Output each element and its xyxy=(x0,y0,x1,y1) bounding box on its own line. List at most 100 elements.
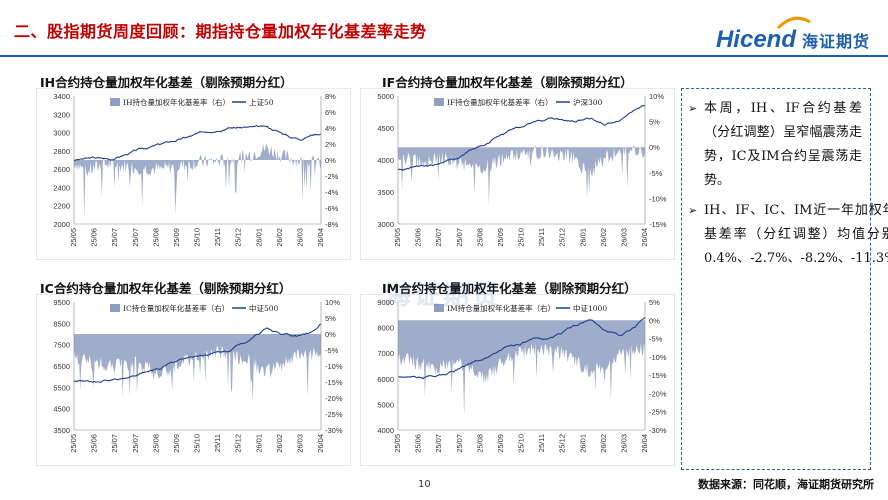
series-area-basis xyxy=(74,334,321,403)
y-left-tick-label: 6500 xyxy=(53,362,70,371)
chart-ih: 2000 2200 2400 2600 2800 3000 3200 3400 -8% -6% -4… xyxy=(36,88,351,260)
y-left-tick-label: 8000 xyxy=(377,324,394,333)
legend-label-area: IF持仓量加权年化基差率（右） xyxy=(447,97,553,107)
data-source: 数据来源：同花顺，海证期货研究所 xyxy=(698,478,874,491)
x-tick-label: 25/06 xyxy=(414,228,423,247)
chart-title-ic: IC合约持仓量加权年化基差（剔除预期分红） xyxy=(40,281,292,296)
logo: Hicend 海证期货 xyxy=(715,16,870,54)
x-tick-label: 25/12 xyxy=(234,434,243,453)
logo-text-en: Hicend xyxy=(715,26,796,53)
summary-bullet: ➢ 本周，IH、IF合约基差（分红调整）呈窄幅震荡走势，IC及IM合约呈震荡走势… xyxy=(688,97,862,193)
x-tick-label: 26/02 xyxy=(599,228,608,247)
x-tick-label: 25/10 xyxy=(517,434,526,453)
x-tick-label: 26/03 xyxy=(619,434,628,453)
x-tick-label: 25/08 xyxy=(475,434,484,453)
y-right-tick-label: 0% xyxy=(325,330,336,339)
y-left-tick-label: 4500 xyxy=(53,405,70,414)
y-right-tick-label: -5% xyxy=(649,335,663,344)
x-tick-label: 25/07 xyxy=(110,434,119,453)
y-left-tick-label: 2800 xyxy=(53,147,70,156)
x-tick-label: 26/03 xyxy=(295,434,304,453)
x-tick-label: 25/11 xyxy=(537,228,546,246)
series-area-basis xyxy=(398,144,645,205)
chart-title-im: IM合约持仓量加权年化基差（剔除预期分红） xyxy=(382,281,637,296)
y-right-tick-label: 6% xyxy=(325,108,336,117)
y-right-tick-label: 5% xyxy=(649,118,660,127)
y-right-tick-label: 2% xyxy=(325,140,336,149)
y-left-tick-label: 2000 xyxy=(53,220,70,229)
x-tick-label: 25/05 xyxy=(393,434,402,453)
legend-label-line: 沪深300 xyxy=(573,97,603,107)
x-tick-label: 26/01 xyxy=(254,228,263,247)
chart-frame xyxy=(36,294,351,466)
y-left-tick-label: 4500 xyxy=(377,124,394,133)
legend-swatch-area xyxy=(110,98,120,106)
x-tick-label: 26/01 xyxy=(254,434,263,453)
y-right-tick-label: -15% xyxy=(649,220,667,229)
y-left-tick-label: 3200 xyxy=(53,110,70,119)
y-left-tick-label: 5000 xyxy=(377,92,394,101)
chart-if: 3000 3500 4000 4500 5000 -15% -10% -5% 0% 5% 10% 25… xyxy=(360,88,675,260)
y-right-tick-label: 5% xyxy=(325,314,336,323)
y-left-tick-label: 4000 xyxy=(377,156,394,165)
legend-label-line: 中证1000 xyxy=(573,303,607,313)
x-tick-label: 25/07 xyxy=(455,228,464,247)
y-right-tick-label: -20% xyxy=(649,389,667,398)
chart-title-if: IF合约持仓量加权年化基差（剔除预期分红） xyxy=(382,75,633,90)
x-tick-label: 25/07 xyxy=(131,434,140,453)
chart-frame xyxy=(360,88,675,260)
x-tick-label: 25/05 xyxy=(69,434,78,453)
chart-legend: IC持仓量加权年化基差率（右） 中证500 xyxy=(110,303,279,313)
chart-title-ih: IH合约持仓量加权年化基差（剔除预期分红） xyxy=(40,75,293,90)
y-left-tick-label: 5000 xyxy=(377,400,394,409)
arrow-bullet-icon: ➢ xyxy=(688,102,698,115)
legend-label-area: IC持仓量加权年化基差率（右） xyxy=(123,303,229,313)
x-tick-label: 25/07 xyxy=(434,228,443,247)
y-right-tick-label: -10% xyxy=(649,194,667,203)
y-right-tick-label: -5% xyxy=(649,169,663,178)
x-tick-label: 25/05 xyxy=(69,228,78,247)
x-tick-label: 26/01 xyxy=(578,228,587,247)
y-left-tick-label: 2400 xyxy=(53,183,70,192)
summary-bullet: ➢ IH、IF、IC、IM近一年加权年化基差率（分红调整）均值分别为0.4%、-… xyxy=(688,199,888,271)
legend-swatch-area xyxy=(434,98,444,106)
y-right-tick-label: 8% xyxy=(325,92,336,101)
series-area-basis xyxy=(74,143,321,219)
x-tick-label: 25/07 xyxy=(434,434,443,453)
y-left-tick-label: 4000 xyxy=(377,426,394,435)
legend-label-line: 中证500 xyxy=(249,303,279,313)
y-left-tick-label: 2600 xyxy=(53,165,70,174)
chart-im: 4000 5000 6000 7000 8000 9000 -30% -25% -20% -15%… xyxy=(360,294,675,466)
header-divider xyxy=(0,55,888,57)
y-left-tick-label: 6000 xyxy=(377,375,394,384)
x-tick-label: 25/09 xyxy=(172,434,181,453)
y-right-tick-label: -8% xyxy=(325,220,339,229)
y-right-tick-label: 0% xyxy=(325,156,336,165)
chart-legend: IH持仓量加权年化基差率（右） 上证50 xyxy=(110,97,274,107)
x-tick-label: 26/03 xyxy=(619,228,628,247)
series-line-index xyxy=(73,323,322,383)
logo-swoosh-icon xyxy=(776,16,811,30)
x-tick-label: 25/07 xyxy=(131,228,140,247)
y-right-tick-label: 4% xyxy=(325,124,336,133)
summary-bullet-text: IH、IF、IC、IM近一年加权年化基差率（分红调整）均值分别为0.4%、-2.… xyxy=(704,203,888,266)
y-right-tick-label: -30% xyxy=(325,426,343,435)
x-tick-label: 25/12 xyxy=(558,228,567,247)
legend-label-line: 上证50 xyxy=(249,98,274,107)
x-tick-label: 26/04 xyxy=(316,228,325,247)
y-left-tick-label: 3000 xyxy=(377,220,394,229)
logo-text-cn: 海证期货 xyxy=(801,32,870,51)
series-area-basis xyxy=(398,320,645,416)
y-left-tick-label: 3000 xyxy=(53,129,70,138)
x-tick-label: 26/04 xyxy=(316,434,325,453)
y-right-tick-label: -6% xyxy=(325,204,339,213)
page-title: 二、股指期货周度回顾：期指持仓量加权年化基差率走势 xyxy=(14,22,427,41)
chart-frame xyxy=(36,88,351,260)
x-tick-label: 26/02 xyxy=(599,434,608,453)
x-tick-label: 25/06 xyxy=(90,228,99,247)
y-left-tick-label: 9000 xyxy=(377,298,394,307)
y-right-tick-label: -30% xyxy=(649,426,667,435)
y-left-tick-label: 3400 xyxy=(53,92,70,101)
page-number: 10 xyxy=(418,479,431,490)
y-right-tick-label: 0% xyxy=(649,316,660,325)
